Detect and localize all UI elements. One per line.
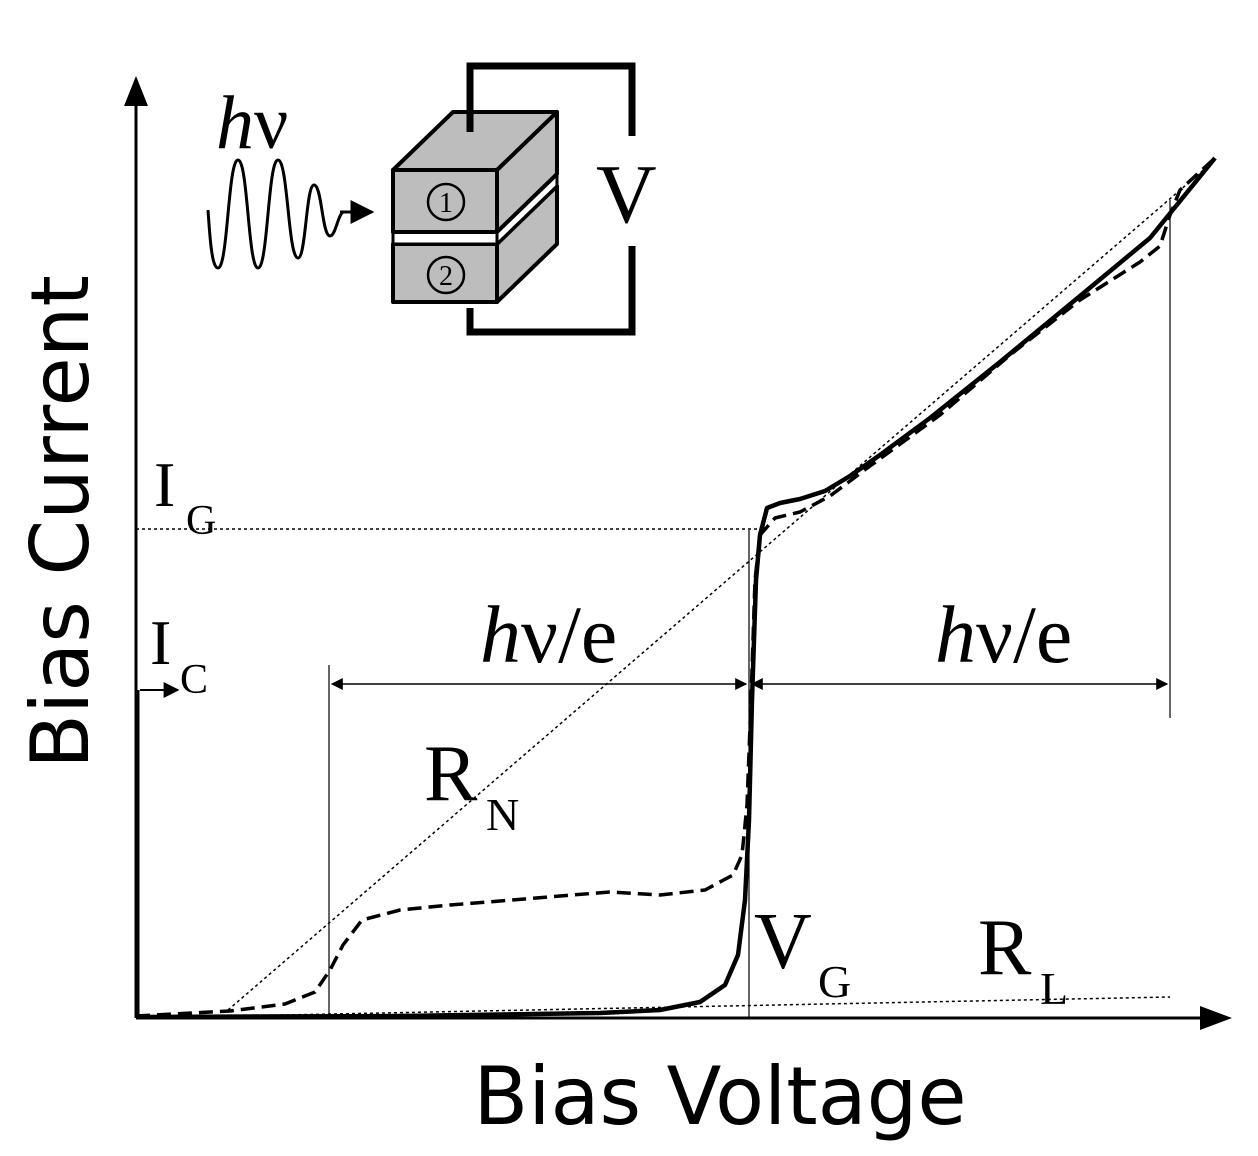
electrode-2-circle — [426, 255, 466, 295]
photon-wave-icon — [206, 158, 345, 270]
ic-subscript: C — [180, 657, 208, 703]
electrode-1-circle — [426, 182, 466, 222]
ig-label: I — [154, 449, 175, 520]
vg-subscript: G — [818, 956, 851, 1007]
voltage-label: V — [596, 148, 657, 241]
hv-left-rest: ν/e — [521, 589, 617, 680]
electrode-1-label: 1 — [439, 188, 453, 219]
y-axis-title: Bias Current — [14, 275, 107, 769]
ic-label: I — [150, 607, 171, 678]
y-axis-arrowhead — [124, 76, 148, 106]
curve-labels: I G I C R N V G R L hν/e hν/e — [150, 449, 1072, 1014]
top-electrode — [391, 110, 559, 234]
rn-subscript: N — [486, 789, 519, 840]
ig-subscript: G — [186, 498, 216, 544]
hv-right-h: h — [935, 589, 976, 680]
rn-resistance-line — [227, 159, 1216, 1011]
hv-left-h: h — [480, 589, 521, 680]
rn-label: R — [424, 730, 478, 818]
photon-label: hν — [216, 81, 288, 165]
photon-nu: ν — [254, 81, 288, 165]
ic-marker — [136, 682, 180, 1018]
bottom-electrode — [391, 184, 559, 304]
rl-subscript: L — [1040, 963, 1068, 1014]
junction-inset: hν V 1 2 — [206, 62, 657, 336]
hv-right-label: hν/e — [935, 589, 1072, 680]
circuit-wires — [466, 62, 636, 336]
rl-label: R — [978, 904, 1032, 992]
hv-right-rest: ν/e — [976, 589, 1072, 680]
vg-label: V — [754, 898, 812, 986]
unpumped-iv-curve — [135, 156, 1217, 1020]
electrode-2-label: 2 — [439, 261, 453, 292]
rl-leakage-line — [135, 996, 1171, 1019]
top-wire — [466, 62, 636, 136]
x-axis-arrowhead — [1200, 1006, 1232, 1030]
hv-left-label: hν/e — [480, 589, 617, 680]
x-axis-title: Bias Voltage — [473, 1050, 966, 1143]
reference-lines — [135, 159, 1216, 1019]
photon-h: h — [216, 81, 254, 165]
bottom-wire — [466, 246, 636, 336]
pumped-iv-curve — [135, 156, 1217, 1018]
